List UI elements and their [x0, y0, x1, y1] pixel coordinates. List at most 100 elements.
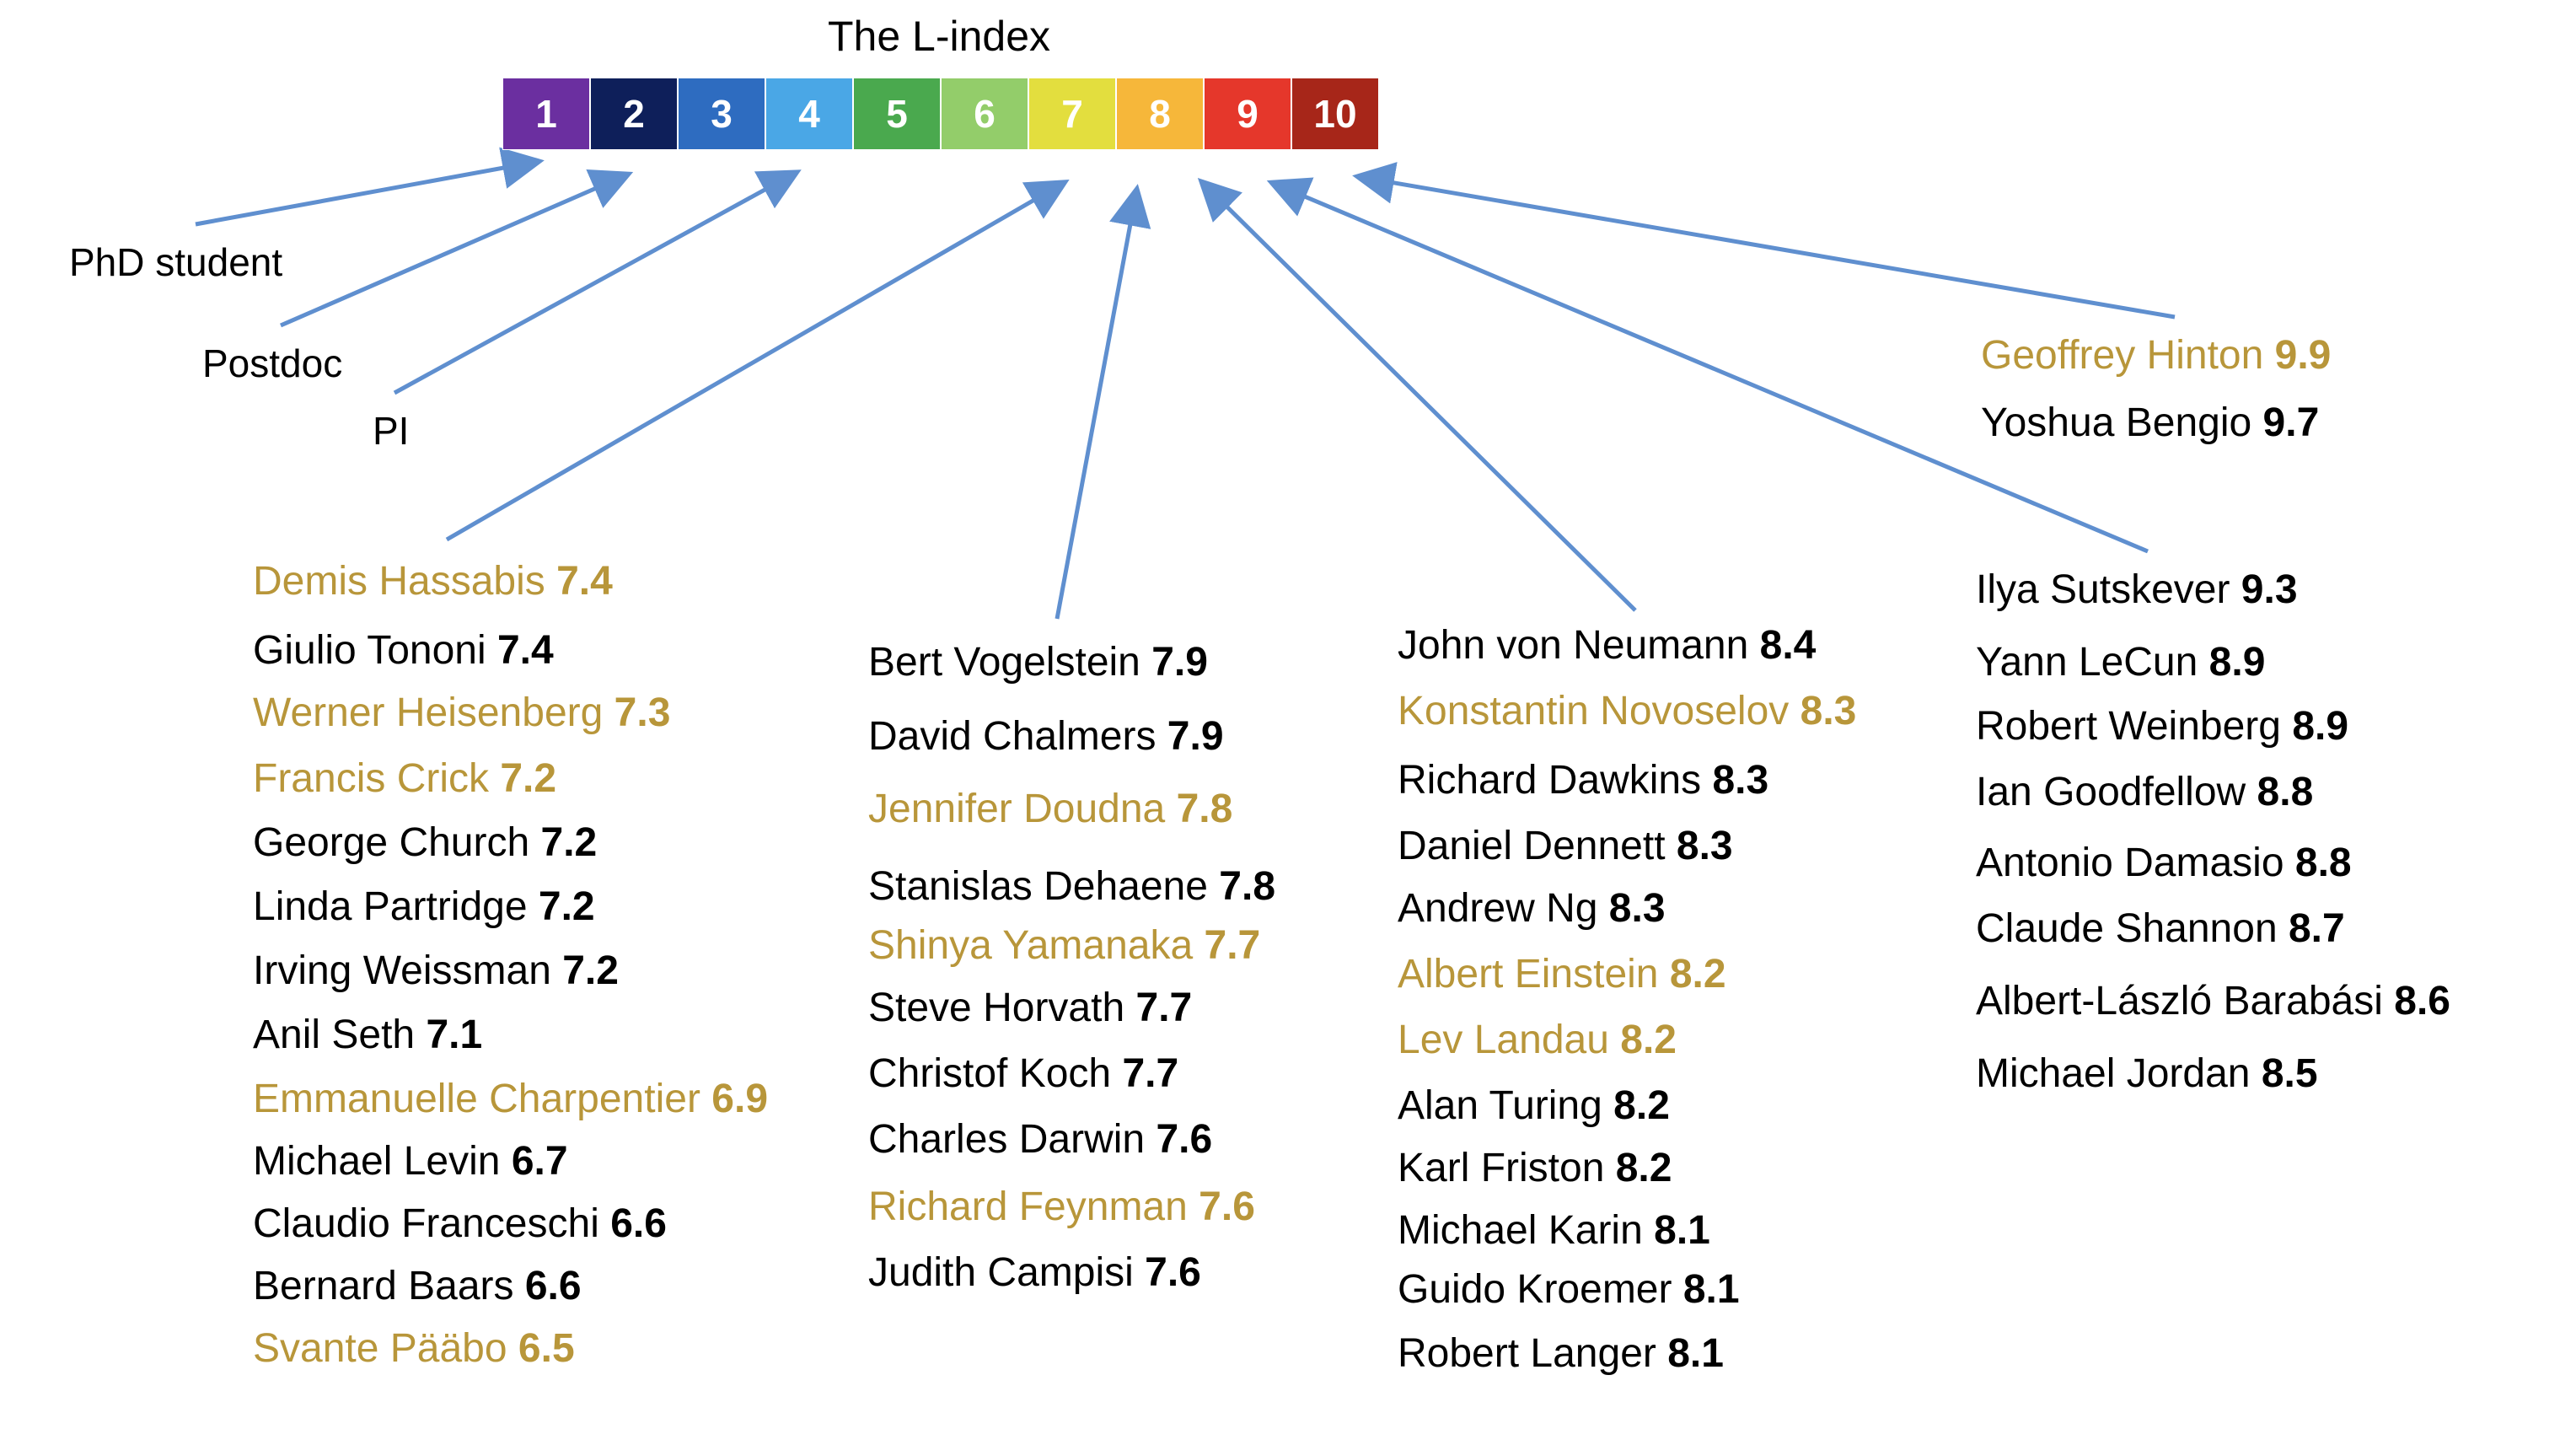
l-index-score: 8.9: [2292, 704, 2349, 749]
researcher-entry: Charles Darwin 7.6: [868, 1116, 1212, 1163]
l-index-score: 8.1: [1654, 1208, 1710, 1253]
l-index-score: 7.3: [614, 690, 671, 735]
researcher-entry: Jennifer Doudna 7.8: [868, 786, 1232, 832]
researcher-entry: Yann LeCun 8.9: [1976, 639, 2265, 685]
scale-cell-6: 6: [941, 78, 1028, 150]
researcher-entry: Bernard Baars 6.6: [253, 1263, 582, 1309]
l-index-score: 9.9: [2274, 333, 2332, 378]
researcher-name: Yoshua Bengio: [1981, 400, 2252, 445]
l-index-score: 8.5: [2261, 1051, 2318, 1096]
researcher-entry: Antonio Damasio 8.8: [1976, 840, 2352, 886]
researcher-entry: Bert Vogelstein 7.9: [868, 639, 1208, 685]
researcher-entry: Giulio Tononi 7.4: [253, 627, 554, 674]
scale-cell-3: 3: [678, 78, 765, 150]
l-index-score: 8.3: [1712, 758, 1769, 803]
researcher-name: John von Neumann: [1398, 623, 1749, 668]
scale-cell-8: 8: [1116, 78, 1204, 150]
researcher-entry: Michael Karin 8.1: [1398, 1207, 1710, 1254]
researcher-entry: Francis Crick 7.2: [253, 755, 556, 802]
l-index-score: 7.7: [1135, 986, 1193, 1030]
l-index-score: 7.1: [426, 1013, 483, 1057]
researcher-entry: Linda Partridge 7.2: [253, 884, 595, 930]
l-index-score: 7.4: [496, 628, 554, 673]
researcher-name: Stanislas Dehaene: [868, 864, 1208, 909]
l-index-score: 7.9: [1151, 640, 1208, 685]
l-index-score: 9.3: [2241, 567, 2298, 612]
l-index-scale: 1 2 3 4 5 6 7 8 9 10: [502, 78, 1379, 150]
researcher-name: Karl Friston: [1398, 1146, 1605, 1190]
researcher-entry: George Church 7.2: [253, 819, 597, 866]
researcher-name: Linda Partridge: [253, 884, 528, 929]
researcher-entry: Richard Feynman 7.6: [868, 1184, 1255, 1230]
arrow-pi: [393, 169, 802, 395]
researcher-entry: Claude Shannon 8.7: [1976, 905, 2345, 952]
researcher-name: Irving Weissman: [253, 948, 551, 993]
researcher-entry: Svante Pääbo 6.5: [253, 1325, 575, 1372]
researcher-entry: Ian Goodfellow 8.8: [1976, 769, 2313, 815]
researcher-name: Yann LeCun: [1976, 640, 2198, 685]
researcher-entry: Werner Heisenberg 7.3: [253, 690, 670, 736]
researcher-entry: Michael Jordan 8.5: [1976, 1050, 2318, 1097]
l-index-score: 7.2: [538, 884, 595, 929]
l-index-score: 7.7: [1204, 923, 1261, 968]
researcher-entry: Michael Levin 6.7: [253, 1138, 568, 1184]
researcher-entry: Anil Seth 7.1: [253, 1012, 482, 1058]
role-phd-student: PhD student: [69, 240, 283, 284]
researcher-name: Werner Heisenberg: [253, 690, 604, 735]
researcher-entry: Alan Turing 8.2: [1398, 1082, 1670, 1129]
l-index-score: 7.9: [1167, 714, 1224, 759]
researcher-name: Richard Feynman: [868, 1184, 1188, 1229]
researcher-name: Robert Langer: [1398, 1331, 1656, 1376]
researcher-name: Ian Goodfellow: [1976, 770, 2246, 814]
researcher-name: Emmanuelle Charpentier: [253, 1077, 700, 1121]
l-index-score: 8.8: [2257, 770, 2314, 814]
researcher-entry: Shinya Yamanaka 7.7: [868, 922, 1260, 969]
l-index-score: 7.2: [540, 820, 598, 865]
l-index-score: 6.9: [711, 1077, 769, 1121]
researcher-name: Robert Weinberg: [1976, 704, 2281, 749]
researcher-name: Albert-László Barabási: [1976, 979, 2383, 1023]
researcher-name: Judith Campisi: [868, 1250, 1134, 1295]
researcher-entry: Steve Horvath 7.7: [868, 985, 1192, 1031]
researcher-name: Ilya Sutskever: [1976, 567, 2230, 612]
scale-cell-4: 4: [765, 78, 853, 150]
l-index-score: 7.7: [1122, 1051, 1179, 1096]
role-postdoc: Postdoc: [202, 341, 343, 385]
l-index-score: 7.6: [1156, 1117, 1213, 1162]
arrow-postdoc: [280, 169, 634, 328]
arrow-column-3: [1197, 177, 1637, 612]
l-index-score: 6.7: [511, 1139, 568, 1184]
researcher-name: Shinya Yamanaka: [868, 923, 1194, 968]
l-index-score: 7.6: [1145, 1250, 1201, 1295]
researcher-name: David Chalmers: [868, 714, 1157, 759]
researcher-name: Steve Horvath: [868, 986, 1125, 1030]
scale-cell-9: 9: [1204, 78, 1291, 150]
l-index-score: 8.7: [2288, 906, 2345, 951]
researcher-entry: Geoffrey Hinton 9.9: [1981, 332, 2331, 379]
researcher-name: Daniel Dennett: [1398, 824, 1666, 868]
l-index-score: 7.2: [500, 756, 557, 801]
arrow-column-4: [1266, 177, 2149, 554]
l-index-score: 8.1: [1682, 1267, 1740, 1312]
researcher-name: Guido Kroemer: [1398, 1267, 1672, 1312]
researcher-name: Anil Seth: [253, 1013, 416, 1057]
l-index-score: 8.4: [1759, 623, 1817, 668]
l-index-score: 9.7: [2262, 400, 2320, 445]
researcher-entry: Demis Hassabis 7.4: [253, 558, 613, 604]
arrow-column-2: [1055, 184, 1151, 620]
l-index-score: 8.2: [1613, 1083, 1670, 1128]
researcher-entry: John von Neumann 8.4: [1398, 622, 1816, 669]
researcher-entry: Christof Koch 7.7: [868, 1050, 1178, 1097]
l-index-score: 8.3: [1800, 689, 1857, 733]
diagram-title: The L-index: [828, 13, 1051, 60]
researcher-name: Michael Levin: [253, 1139, 501, 1184]
researcher-name: Giulio Tononi: [253, 628, 486, 673]
researcher-name: Claude Shannon: [1976, 906, 2278, 951]
scale-cell-2: 2: [590, 78, 678, 150]
researcher-entry: Irving Weissman 7.2: [253, 948, 619, 994]
researcher-name: Michael Jordan: [1976, 1051, 2251, 1096]
l-index-score: 8.2: [1615, 1146, 1672, 1190]
l-index-score: 8.9: [2208, 640, 2266, 685]
arrow-column-5: [1352, 162, 2176, 320]
